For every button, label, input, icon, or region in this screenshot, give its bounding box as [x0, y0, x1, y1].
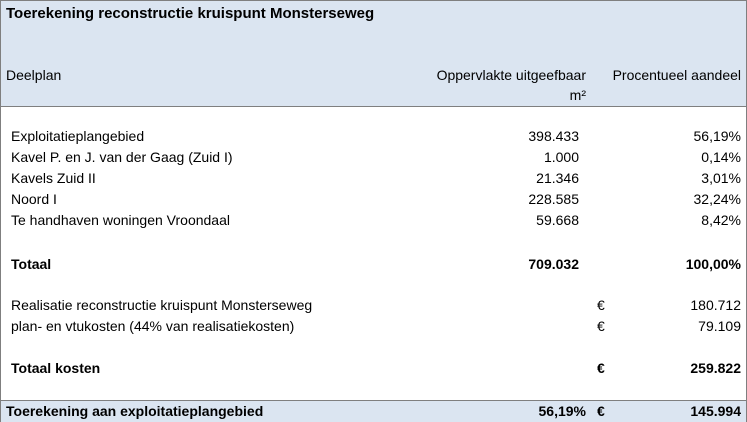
row-area: 21.346 [536, 170, 579, 186]
footer-currency: € [597, 403, 605, 419]
footer-pct: 56,19% [538, 403, 586, 419]
column-header-oppervlakte: Oppervlakte uitgeefbaar [436, 67, 586, 83]
cost-currency: € [597, 318, 605, 334]
cost-amount: 180.712 [690, 297, 741, 313]
cost-currency: € [597, 297, 605, 313]
totaal-kosten-row: Totaal kosten € 259.822 [1, 359, 746, 379]
table-row: Kavel P. en J. van der Gaag (Zuid I) 1.0… [1, 148, 746, 168]
totaal-kosten-amount: 259.822 [690, 360, 741, 376]
table-row: Te handhaven woningen Vroondaal 59.668 8… [1, 211, 746, 231]
row-area: 1.000 [543, 149, 579, 165]
footer-row: Toerekening aan exploitatieplangebied 56… [1, 400, 746, 422]
cost-amount: 79.109 [698, 318, 741, 334]
totaal-pct: 100,00% [685, 256, 741, 272]
column-header-oppervlakte-unit: m² [569, 87, 586, 103]
row-label: Noord I [11, 191, 57, 207]
cost-row: plan- en vtukosten (44% van realisatieko… [1, 317, 746, 337]
row-label: Kavel P. en J. van der Gaag (Zuid I) [11, 149, 233, 165]
table-row: Noord I 228.585 32,24% [1, 190, 746, 210]
row-label: Kavels Zuid II [11, 170, 96, 186]
row-area: 398.433 [528, 128, 579, 144]
table-row: Kavels Zuid II 21.346 3,01% [1, 169, 746, 189]
footer-label: Toerekening aan exploitatieplangebied [6, 403, 264, 419]
row-label: Exploitatieplangebied [11, 128, 145, 144]
cost-row: Realisatie reconstructie kruispunt Monst… [1, 296, 746, 316]
totaal-kosten-label: Totaal kosten [11, 360, 101, 376]
row-area: 59.668 [536, 212, 579, 228]
column-header-deelplan: Deelplan [6, 67, 62, 83]
column-header-aandeel: Procentueel aandeel [612, 67, 741, 83]
footer-amount: 145.994 [690, 403, 741, 419]
cost-label: Realisatie reconstructie kruispunt Monst… [11, 297, 313, 313]
row-pct: 56,19% [693, 128, 741, 144]
row-pct: 32,24% [693, 191, 741, 207]
table-header: Toerekening reconstructie kruispunt Mons… [1, 1, 746, 107]
table-row: Exploitatieplangebied 398.433 56,19% [1, 127, 746, 147]
row-pct: 3,01% [701, 170, 741, 186]
row-area: 228.585 [528, 191, 579, 207]
totaal-row: Totaal 709.032 100,00% [1, 255, 746, 275]
totaal-area: 709.032 [528, 256, 579, 272]
row-pct: 8,42% [701, 212, 741, 228]
totaal-label: Totaal [11, 256, 52, 272]
row-label: Te handhaven woningen Vroondaal [11, 212, 230, 228]
row-pct: 0,14% [701, 149, 741, 165]
totaal-kosten-currency: € [597, 360, 605, 376]
table-title: Toerekening reconstructie kruispunt Mons… [6, 5, 375, 22]
cost-label: plan- en vtukosten (44% van realisatieko… [11, 318, 295, 334]
